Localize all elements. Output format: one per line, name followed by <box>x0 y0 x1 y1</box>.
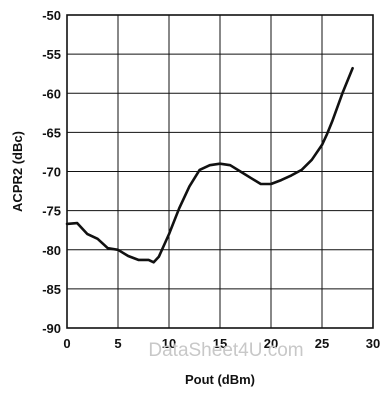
y-axis-label: ACPR2 (dBc) <box>10 131 25 212</box>
y-tick-labels: -90 -85 -80 -75 -70 -65 -60 -55 -50 <box>42 8 61 336</box>
y-tick-label-0: -90 <box>42 321 61 336</box>
y-tick-label-5: -65 <box>42 125 61 140</box>
y-tick-label-1: -85 <box>42 282 61 297</box>
x-tick-labels: 0 5 10 15 20 25 30 <box>63 336 380 351</box>
y-tick-label-8: -50 <box>42 8 61 23</box>
x-tick-label-0: 0 <box>63 336 70 351</box>
x-tick-label-6: 30 <box>366 336 380 351</box>
x-tick-label-2: 10 <box>162 336 176 351</box>
y-tick-label-3: -75 <box>42 204 61 219</box>
x-tick-label-1: 5 <box>114 336 121 351</box>
x-axis-label: Pout (dBm) <box>185 372 255 387</box>
grid <box>66 14 374 329</box>
watermark-text: DataSheet4U.com <box>148 340 303 361</box>
x-tick-label-5: 25 <box>315 336 329 351</box>
y-tick-label-7: -55 <box>42 47 61 62</box>
x-tick-label-4: 20 <box>264 336 278 351</box>
x-tick-label-3: 15 <box>213 336 227 351</box>
y-tick-label-2: -80 <box>42 243 61 258</box>
plot-frame <box>66 14 374 329</box>
series-line-0 <box>65 66 354 264</box>
y-tick-label-6: -60 <box>42 86 61 101</box>
y-tick-label-4: -70 <box>42 165 61 180</box>
series-layer <box>65 66 354 264</box>
